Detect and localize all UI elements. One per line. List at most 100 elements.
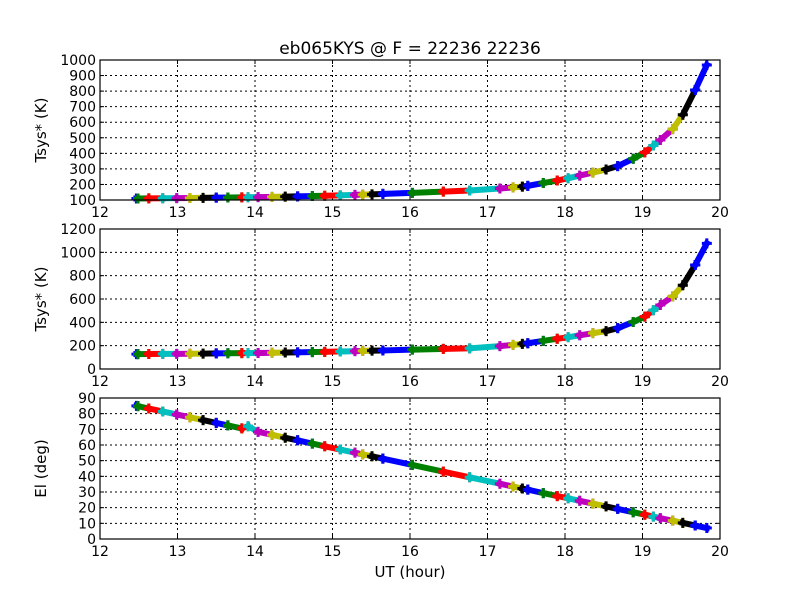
data-marker [319, 441, 330, 452]
axes-frame [99, 397, 721, 540]
data-marker [132, 401, 143, 412]
data-marker [211, 192, 222, 203]
x-tick-label: 17 [479, 374, 497, 390]
data-marker [552, 175, 563, 186]
y-tick-label: 400 [69, 146, 96, 162]
data-marker [701, 238, 712, 249]
y-tick-label: 60 [78, 438, 96, 454]
x-tick-label: 14 [246, 544, 264, 560]
y-tick-label: 700 [69, 100, 96, 116]
y-tick-label: 600 [69, 292, 96, 308]
data-segment [466, 473, 504, 488]
data-marker [157, 406, 168, 417]
data-marker [335, 444, 346, 455]
data-marker [438, 186, 449, 197]
data-marker [367, 345, 378, 356]
data-marker [377, 188, 388, 199]
y-tick-label: 80 [78, 407, 96, 423]
y-tick-label: 800 [69, 269, 96, 285]
data-marker [655, 299, 666, 310]
data-marker [438, 466, 449, 477]
data-marker [253, 426, 264, 437]
x-tick-label: 12 [91, 374, 109, 390]
y-tick-label: 90 [78, 391, 96, 407]
data-marker [357, 449, 368, 460]
data-marker [574, 495, 585, 506]
x-tick-label: 15 [324, 374, 342, 390]
x-tick-label: 18 [556, 205, 574, 221]
subplot-1: 12 13 14 15 16 17 18 19 20 1002003004005006007008… [32, 53, 729, 221]
x-tick-label: 14 [246, 205, 264, 221]
data-marker [690, 520, 701, 531]
data-marker [628, 153, 639, 164]
y-tick-label: 50 [78, 454, 96, 470]
data-marker [563, 332, 574, 343]
data-marker [563, 493, 574, 504]
data-marker [438, 343, 449, 354]
data-segment [678, 85, 700, 119]
data-marker [701, 59, 712, 70]
data-segment [409, 188, 447, 197]
y-tick-label: 400 [69, 315, 96, 331]
data-marker [639, 509, 650, 520]
data-marker [198, 192, 209, 203]
data-marker [357, 345, 368, 356]
data-marker [236, 423, 247, 434]
y-tick-label: 1000 [60, 53, 96, 69]
data-marker [319, 190, 330, 201]
x-tick-label: 17 [479, 205, 497, 221]
data-segment [678, 260, 700, 290]
data-marker [667, 124, 678, 135]
data-marker [367, 189, 378, 200]
data-marker [701, 523, 712, 534]
subplot-2: 12 13 14 15 16 17 18 19 20020040060080010001200T… [32, 222, 729, 390]
y-tick-label: 1000 [60, 245, 96, 261]
data-marker [522, 180, 533, 191]
data-marker [143, 193, 154, 204]
data-marker [667, 291, 678, 302]
data-segment [691, 239, 711, 270]
y-axis-label: Tsys* (K) [32, 98, 50, 164]
data-marker [522, 338, 533, 349]
data-marker [143, 403, 154, 414]
data-marker [655, 513, 666, 524]
x-tick-label: 12 [91, 205, 109, 221]
x-tick-label: 17 [479, 544, 497, 560]
data-segment [466, 342, 504, 352]
x-tick-label: 13 [169, 205, 187, 221]
data-marker [639, 147, 650, 158]
data-marker [601, 164, 612, 175]
data-marker [464, 343, 475, 354]
data-segment [409, 345, 447, 353]
data-marker [677, 109, 688, 120]
y-tick-label: 70 [78, 422, 96, 438]
x-tick-label: 20 [711, 205, 729, 221]
data-marker [538, 488, 549, 499]
x-tick-label: 16 [401, 205, 419, 221]
y-tick-label: 100 [69, 193, 96, 209]
y-tick-label: 1200 [60, 222, 96, 238]
data-marker [508, 481, 519, 492]
x-tick-label: 19 [634, 374, 652, 390]
data-marker [522, 484, 533, 495]
data-marker [292, 347, 303, 358]
data-marker [243, 348, 254, 359]
data-segment [408, 461, 447, 476]
data-marker [349, 447, 360, 458]
chart-title: eb065KYS @ F = 22236 22236 [279, 39, 541, 59]
data-marker [335, 346, 346, 357]
data-marker [574, 330, 585, 341]
data-marker [407, 459, 418, 470]
data-marker [574, 170, 585, 181]
x-tick-label: 14 [246, 374, 264, 390]
data-marker [601, 326, 612, 337]
x-tick-label: 15 [324, 205, 342, 221]
data-marker [253, 192, 264, 203]
data-marker [494, 341, 505, 352]
y-tick-label: 200 [69, 177, 96, 193]
data-marker [243, 192, 254, 203]
data-marker [267, 429, 278, 440]
data-marker [211, 348, 222, 359]
y-tick-label: 300 [69, 162, 96, 178]
